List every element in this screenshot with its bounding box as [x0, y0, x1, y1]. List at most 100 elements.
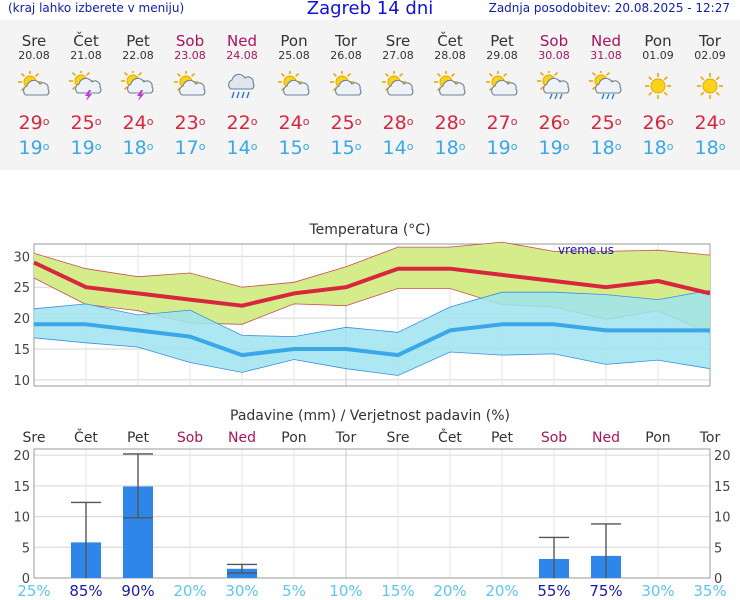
degree-sign: o	[250, 140, 258, 153]
degree-sign: o	[718, 140, 726, 153]
degree-sign: o	[458, 140, 466, 153]
min-temperature: 14o	[382, 137, 414, 159]
chart-title: Padavine (mm) / Verjetnost padavin (%)	[230, 408, 510, 424]
choose-location-link[interactable]: (kraj lahko izberete v meniju)	[8, 1, 185, 15]
day-column: Sob 23.08 23o 17o	[164, 20, 216, 170]
y-tick-label: 0	[22, 572, 30, 587]
day-column: Pet 22.08 24o 18o	[112, 20, 164, 170]
min-temperature-line	[34, 322, 710, 358]
probability-label: 85%	[69, 582, 102, 596]
day-column: Tor 26.08 25o 15o	[320, 20, 372, 170]
degree-sign: o	[718, 115, 726, 128]
day-date: 28.08	[434, 49, 466, 62]
x-tick-label: Pet	[491, 430, 514, 446]
day-date: 01.09	[642, 49, 674, 62]
min-temperature: 19o	[70, 137, 102, 159]
max-temperature: 25o	[590, 112, 622, 134]
last-update: Zadnja posodobitev: 20.08.2025 - 12:27	[488, 1, 730, 15]
max-temperature: 24o	[122, 112, 154, 134]
degree-sign: o	[458, 115, 466, 128]
y-tick-label: 25	[13, 281, 30, 296]
sun-cloud-icon	[485, 70, 519, 101]
sun-cloud-icon	[381, 70, 415, 101]
day-date: 23.08	[174, 49, 206, 62]
degree-sign: o	[146, 115, 154, 128]
day-name: Pon	[644, 32, 672, 50]
day-column: Sob 30.08 26o 19o	[528, 20, 580, 170]
day-date: 25.08	[278, 49, 310, 62]
temperature-chart: Temperatura (°C) 10 15 20 25 30 vreme.us	[13, 222, 711, 389]
min-temperature: 19o	[18, 137, 50, 159]
max-temperature: 24o	[278, 112, 310, 134]
x-tick-label: Sob	[177, 430, 203, 446]
day-date: 30.08	[538, 49, 570, 62]
sun-icon	[693, 71, 727, 101]
min-temperature: 19o	[538, 137, 570, 159]
x-tick-label: Ned	[592, 430, 620, 446]
day-date: 02.09	[694, 49, 726, 62]
chart-title: Temperatura (°C)	[308, 222, 430, 238]
y-tick-label: 20	[13, 312, 30, 327]
x-tick-label: Sob	[541, 430, 567, 446]
x-tick-label: Pon	[281, 430, 306, 446]
min-temperature: 18o	[590, 137, 622, 159]
day-column: Ned 24.08 22o 14o	[216, 20, 268, 170]
day-column: Pet 29.08 27o 19o	[476, 20, 528, 170]
band-edge	[33, 241, 711, 288]
y-tick-label: 15	[13, 343, 30, 358]
max-temperature: 26o	[538, 112, 570, 134]
day-name: Ned	[591, 32, 621, 50]
watermark: vreme.us	[558, 243, 614, 257]
probability-label: 30%	[225, 582, 258, 596]
max-temperature: 22o	[226, 112, 258, 134]
degree-sign: o	[562, 140, 570, 153]
day-date: 29.08	[486, 49, 518, 62]
x-tick-label: Ned	[228, 430, 256, 446]
day-column: Ned 31.08 25o 18o	[580, 20, 632, 170]
sun-cloud-icon	[17, 70, 51, 101]
probability-label: 15%	[381, 582, 414, 596]
sun-icon	[641, 71, 675, 101]
page-header: (kraj lahko izberete v meniju) Zagreb 14…	[0, 0, 740, 20]
day-date: 24.08	[226, 49, 258, 62]
y-tick-label-right: 15	[714, 480, 731, 495]
band-edge	[33, 289, 711, 338]
probability-label: 20%	[485, 582, 518, 596]
day-name: Sre	[21, 32, 47, 50]
degree-sign: o	[666, 115, 674, 128]
min-temperature: 15o	[330, 137, 362, 159]
max-temperature: 28o	[434, 112, 466, 134]
sun-cloud-thunder-icon	[69, 69, 103, 101]
degree-sign: o	[406, 115, 414, 128]
day-name: Tor	[335, 32, 357, 50]
day-name: Pet	[490, 32, 514, 50]
day-name: Sob	[539, 32, 569, 50]
day-name: Sob	[175, 32, 205, 50]
x-tick-label: Tor	[335, 430, 357, 446]
day-name: Čet	[437, 32, 463, 50]
max-temperature: 25o	[330, 112, 362, 134]
day-date: 31.08	[590, 49, 622, 62]
probability-label: 75%	[589, 582, 622, 596]
min-temperature: 18o	[694, 137, 726, 159]
y-tick-label: 20	[13, 449, 30, 464]
y-tick-label-right: 10	[714, 511, 731, 526]
day-name: Sre	[385, 32, 411, 50]
y-tick-label-right: 5	[714, 541, 722, 556]
degree-sign: o	[614, 115, 622, 128]
x-tick-label: Sre	[23, 430, 46, 446]
degree-sign: o	[666, 140, 674, 153]
plot-frame	[33, 448, 711, 579]
y-tick-label: 10	[13, 374, 30, 389]
max-temperature: 28o	[382, 112, 414, 134]
day-date: 27.08	[382, 49, 414, 62]
degree-sign: o	[510, 115, 518, 128]
max-temperature: 26o	[642, 112, 674, 134]
y-tick-label: 5	[22, 541, 30, 556]
y-tick-label: 30	[13, 250, 30, 265]
degree-sign: o	[302, 140, 310, 153]
temperature-band	[34, 242, 710, 334]
page-title: Zagreb 14 dni	[306, 0, 434, 19]
probability-label: 5%	[282, 582, 306, 596]
degree-sign: o	[510, 140, 518, 153]
